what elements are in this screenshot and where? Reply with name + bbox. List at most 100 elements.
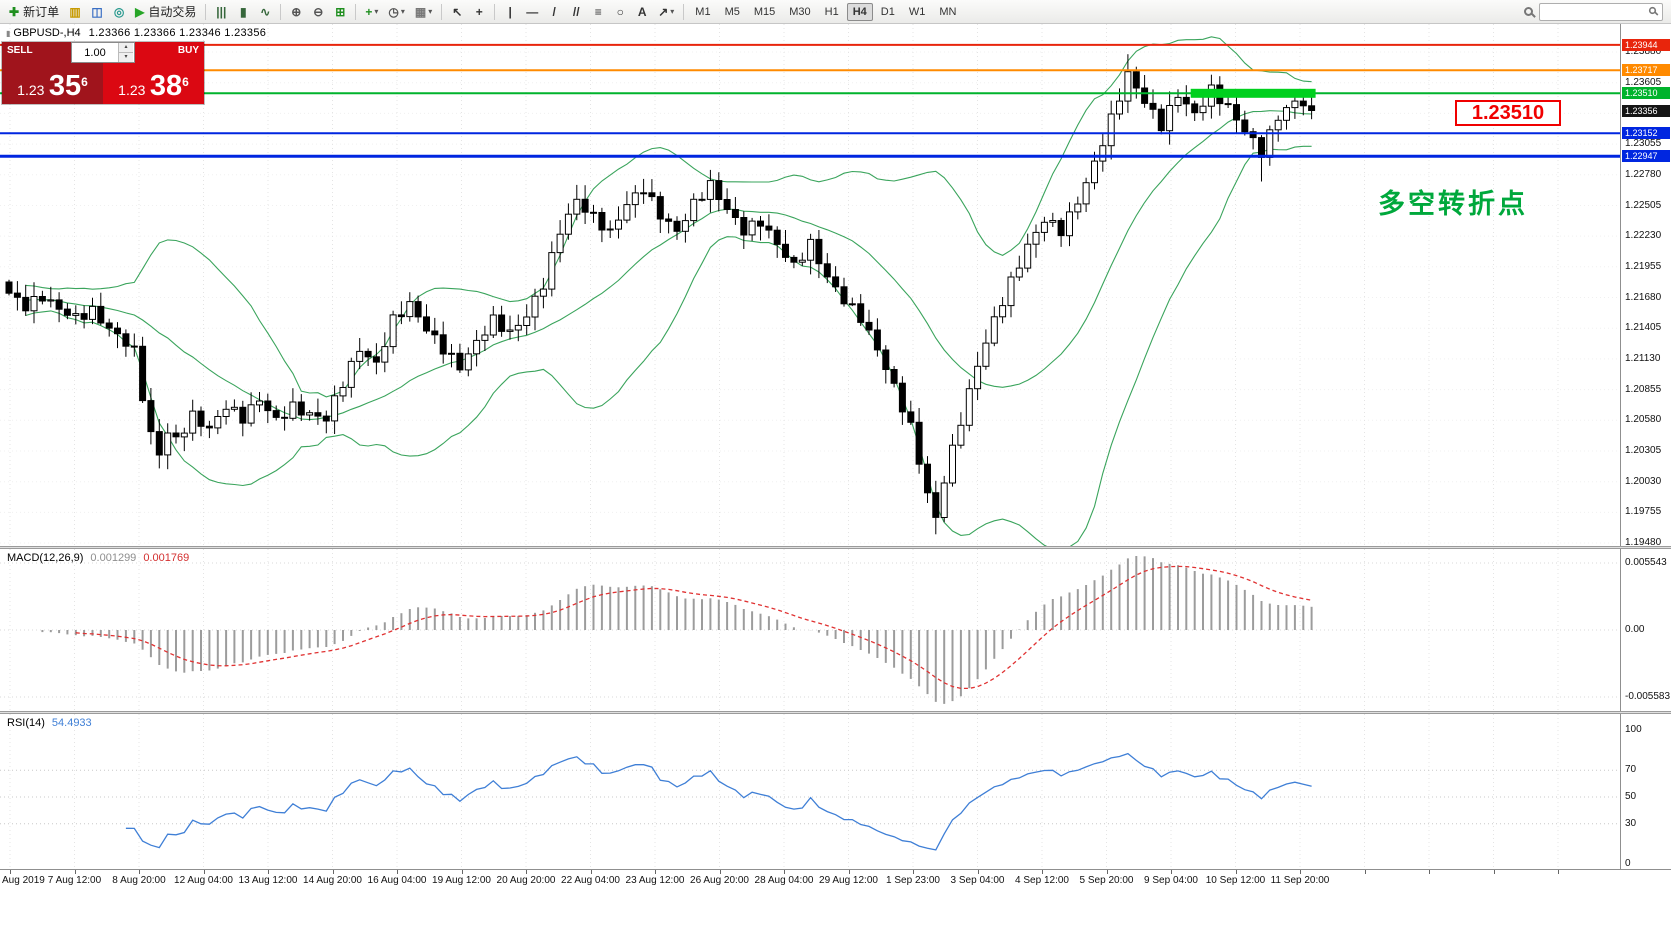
timeframe-m1[interactable]: M1 bbox=[695, 5, 711, 18]
market-watch-button[interactable]: ◎ bbox=[109, 2, 129, 22]
time-tick bbox=[913, 870, 914, 874]
horizontal-line-button[interactable]: — bbox=[522, 2, 542, 22]
candlestick-chart-icon: ▮ bbox=[240, 4, 247, 19]
time-tick bbox=[74, 870, 76, 874]
buy-price: 1.23 386 bbox=[103, 70, 204, 102]
time-tick bbox=[1235, 870, 1237, 874]
macd-value: 0.001299 bbox=[90, 552, 137, 564]
price-badge-1.23944: 1.23944 bbox=[1622, 38, 1670, 51]
timeframe-w1[interactable]: W1 bbox=[908, 5, 926, 18]
time-label: 7 Aug 12:00 bbox=[47, 875, 102, 886]
panel-splitter[interactable] bbox=[0, 711, 1671, 714]
periods-icon: ◷ bbox=[388, 4, 399, 19]
profiles-button[interactable]: ◫ bbox=[87, 2, 107, 22]
zoom-out-icon: ⊖ bbox=[313, 4, 324, 19]
sell-price-sup: 6 bbox=[81, 75, 88, 89]
trendline-button[interactable]: / bbox=[544, 2, 564, 22]
bar-chart-icon: ||| bbox=[216, 4, 227, 19]
time-label: 12 Aug 04:00 bbox=[174, 875, 233, 886]
crosshair-icon: + bbox=[475, 4, 483, 19]
volume-decrease-button[interactable]: ▾ bbox=[119, 53, 133, 62]
autotrading-button[interactable]: ▶ 自动交易 bbox=[131, 2, 200, 22]
indicators-icon: + bbox=[365, 4, 373, 19]
equidistant-channel-button[interactable]: // bbox=[566, 2, 586, 22]
time-tick bbox=[1300, 870, 1301, 874]
timeframe-m15[interactable]: M15 bbox=[753, 5, 776, 18]
price-chart[interactable] bbox=[0, 24, 1620, 546]
cursor-button[interactable]: ↖ bbox=[447, 2, 467, 22]
zoom-out-button[interactable]: ⊖ bbox=[308, 2, 328, 22]
arrows-button[interactable]: ↗ ▾ bbox=[654, 2, 678, 22]
price-badge-1.22947: 1.22947 bbox=[1622, 150, 1670, 163]
price-level-label[interactable]: 1.23510 bbox=[1455, 100, 1561, 126]
templates-icon: ▦ bbox=[414, 4, 427, 19]
chevron-down-icon: ▾ bbox=[428, 7, 433, 16]
buy-label: BUY bbox=[177, 45, 199, 56]
equidistant-channel-icon: // bbox=[572, 4, 580, 19]
price-axis[interactable]: 1.238801.236051.233301.230551.227801.225… bbox=[1620, 24, 1671, 869]
search-input[interactable] bbox=[1539, 3, 1663, 21]
charts-button[interactable]: ▥ bbox=[65, 2, 85, 22]
chart-icon: ▮ bbox=[6, 29, 11, 38]
templates-button[interactable]: ▦ ▾ bbox=[411, 2, 436, 22]
volume-input[interactable] bbox=[72, 43, 118, 62]
macd-chart[interactable] bbox=[0, 549, 1620, 711]
macd-header: MACD(12,26,9) 0.001299 0.001769 bbox=[7, 552, 189, 564]
line-chart-button[interactable]: ∿ bbox=[255, 2, 275, 22]
macd-axis-label: -0.005583 bbox=[1625, 691, 1671, 702]
crosshair-button[interactable]: + bbox=[469, 2, 489, 22]
rsi-header: RSI(14) 54.4933 bbox=[7, 717, 92, 729]
axis-price-label: 1.20580 bbox=[1625, 414, 1662, 426]
time-tick bbox=[268, 870, 269, 874]
timeframe-mn[interactable]: MN bbox=[939, 5, 957, 18]
volume-increase-button[interactable]: ▴ bbox=[119, 43, 133, 53]
vertical-line-button[interactable]: | bbox=[500, 2, 520, 22]
time-tick bbox=[526, 870, 527, 874]
time-tick bbox=[1364, 870, 1366, 874]
rsi-line bbox=[125, 752, 1312, 851]
timeframe-h1[interactable]: H1 bbox=[824, 5, 839, 18]
axis-price-label: 1.21405 bbox=[1625, 322, 1662, 334]
buy-price-big: 38 bbox=[149, 70, 183, 102]
fibonacci-button[interactable]: ≡ bbox=[588, 2, 608, 22]
charts-icon: ▥ bbox=[69, 4, 81, 19]
shapes-button[interactable]: ○ bbox=[610, 2, 630, 22]
panel-splitter[interactable] bbox=[0, 546, 1671, 549]
tile-windows-button[interactable]: ⊞ bbox=[330, 2, 350, 22]
profiles-icon: ◫ bbox=[91, 4, 103, 19]
time-tick bbox=[1429, 870, 1430, 874]
time-label: 28 Aug 04:00 bbox=[754, 875, 814, 886]
line-chart-icon: ∿ bbox=[260, 4, 271, 19]
time-label: 22 Aug 04:00 bbox=[561, 875, 620, 886]
rsi-chart[interactable] bbox=[0, 714, 1620, 869]
bar-chart-button[interactable]: ||| bbox=[211, 2, 231, 22]
timeframe-m5[interactable]: M5 bbox=[724, 5, 740, 18]
time-label: Aug 2019 bbox=[2, 875, 45, 886]
sell-label: SELL bbox=[7, 45, 33, 56]
time-axis[interactable]: Aug 2019 7 Aug 12:00 8 Aug 20:00 12 Aug 04:… bbox=[0, 869, 1671, 893]
candlestick-chart-button[interactable]: ▮ bbox=[233, 2, 253, 22]
price-badge-1.23152: 1.23152 bbox=[1622, 127, 1670, 140]
time-tick bbox=[848, 870, 850, 874]
zoom-in-button[interactable]: ⊕ bbox=[286, 2, 306, 22]
search-icon[interactable] bbox=[1524, 7, 1533, 16]
market-watch-icon: ◎ bbox=[113, 4, 125, 19]
chart-window: ▮ GBPUSD-,H4 1.23366 1.23366 1.23346 1.233… bbox=[0, 24, 1671, 948]
chart-ohlc: 1.23366 1.23366 1.23346 1.23356 bbox=[88, 27, 267, 39]
macd-signal-value: 0.001769 bbox=[143, 552, 190, 564]
time-tick bbox=[139, 870, 140, 874]
timeframe-m30[interactable]: M30 bbox=[789, 5, 811, 18]
text-button[interactable]: A bbox=[632, 2, 652, 22]
timeframe-h4[interactable]: H4 bbox=[846, 2, 873, 21]
annotation-text[interactable]: 多空转折点 bbox=[1378, 189, 1528, 219]
periods-button[interactable]: ◷ ▾ bbox=[384, 2, 409, 22]
time-tick bbox=[1493, 870, 1495, 874]
candles bbox=[5, 54, 1316, 535]
new-order-button[interactable]: ✚ 新订单 bbox=[5, 2, 63, 22]
time-label: 16 Aug 04:00 bbox=[367, 875, 427, 886]
timeframe-d1[interactable]: D1 bbox=[880, 5, 895, 18]
time-tick bbox=[1558, 870, 1559, 874]
new-order-label: 新订单 bbox=[23, 5, 60, 19]
highlight-zone[interactable] bbox=[1190, 88, 1316, 98]
indicators-button[interactable]: + ▾ bbox=[361, 2, 382, 22]
